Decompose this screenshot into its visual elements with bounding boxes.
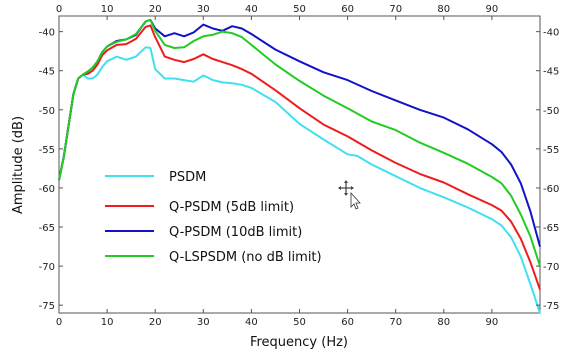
x-tick-label: 30 [197, 317, 210, 328]
y-tick-label: -50 [39, 106, 55, 117]
legend-label-4: Q-LSPSDM (no dB limit) [169, 250, 322, 265]
y-tick-label-right: -50 [543, 106, 559, 117]
x-tick-label-top: 50 [293, 4, 306, 15]
y-tick-label-right: -60 [543, 184, 559, 195]
legend: PSDM Q-PSDM (5dB limit) Q-PSDM (10dB limit… [105, 170, 322, 265]
y-tick-label: -75 [39, 301, 55, 312]
x-tick-label-top: 20 [149, 4, 162, 15]
x-tick-label: 60 [341, 317, 354, 328]
x-tick-label: 80 [437, 317, 450, 328]
x-tick-label-top: 60 [341, 4, 354, 15]
x-axis-title: Frequency (Hz) [250, 335, 348, 350]
y-tick-label-right: -40 [543, 28, 559, 39]
legend-label-2: Q-PSDM (5dB limit) [169, 200, 294, 215]
legend-label-1: PSDM [169, 170, 206, 185]
x-tick-label-top: 0 [56, 4, 62, 15]
y-tick-label: -70 [39, 262, 55, 273]
y-axis-title: Amplitude (dB) [11, 116, 26, 214]
y-tick-label-right: -70 [543, 262, 559, 273]
y-tick-label: -55 [39, 145, 55, 156]
x-tick-label-top: 80 [437, 4, 450, 15]
y-tick-label: -65 [39, 223, 55, 234]
y-tick-label: -60 [39, 184, 55, 195]
x-tick-label: 20 [149, 317, 162, 328]
x-tick-label-top: 10 [101, 4, 114, 15]
legend-label-3: Q-PSDM (10dB limit) [169, 225, 302, 240]
x-tick-label: 40 [245, 317, 258, 328]
x-tick-label: 70 [389, 317, 402, 328]
series-line-1 [59, 47, 540, 313]
x-axis-top: 0 10 20 30 40 50 60 70 80 90 [56, 4, 498, 20]
x-tick-label: 90 [486, 317, 499, 328]
series-line-3 [59, 20, 540, 247]
move-cursor-icon [338, 180, 360, 209]
x-tick-label: 10 [101, 317, 114, 328]
x-tick-label: 0 [56, 317, 62, 328]
y-tick-label-right: -55 [543, 145, 559, 156]
y-tick-label-right: -45 [543, 67, 559, 78]
x-tick-label-top: 30 [197, 4, 210, 15]
x-tick-label-top: 40 [245, 4, 258, 15]
y-tick-label: -45 [39, 67, 55, 78]
y-tick-label: -40 [39, 28, 55, 39]
x-tick-label: 50 [293, 317, 306, 328]
series-group [59, 20, 540, 313]
y-tick-label-right: -65 [543, 223, 559, 234]
x-tick-label-top: 70 [389, 4, 402, 15]
y-tick-label-right: -75 [543, 301, 559, 312]
x-axis-bottom: 0 10 20 30 40 50 60 70 80 90 [56, 309, 498, 328]
x-tick-label-top: 90 [486, 4, 499, 15]
